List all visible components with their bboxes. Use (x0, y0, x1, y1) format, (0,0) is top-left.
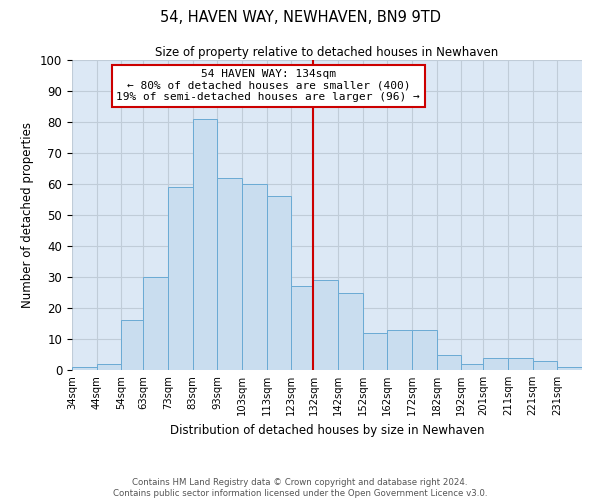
Bar (291, 286, 313, 370)
Bar (388, 330, 412, 370)
Y-axis label: Number of detached properties: Number of detached properties (22, 122, 34, 308)
Bar (266, 196, 291, 370)
Bar (97, 364, 121, 370)
Text: 54 HAVEN WAY: 134sqm
← 80% of detached houses are smaller (400)
19% of semi-deta: 54 HAVEN WAY: 134sqm ← 80% of detached h… (116, 70, 420, 102)
Bar (557, 367, 582, 370)
Bar (72, 367, 97, 370)
Title: Size of property relative to detached houses in Newhaven: Size of property relative to detached ho… (155, 46, 499, 59)
Bar (508, 358, 533, 370)
Bar (484, 358, 508, 370)
Bar (143, 277, 168, 370)
Bar (363, 333, 388, 370)
X-axis label: Distribution of detached houses by size in Newhaven: Distribution of detached houses by size … (170, 424, 484, 436)
Bar (338, 292, 363, 370)
Bar (242, 184, 266, 370)
Bar (121, 320, 143, 370)
Bar (193, 119, 217, 370)
Bar (461, 364, 484, 370)
Bar (437, 354, 461, 370)
Bar (412, 330, 437, 370)
Text: 54, HAVEN WAY, NEWHAVEN, BN9 9TD: 54, HAVEN WAY, NEWHAVEN, BN9 9TD (160, 10, 440, 25)
Bar (217, 178, 242, 370)
Bar (168, 187, 193, 370)
Text: Contains HM Land Registry data © Crown copyright and database right 2024.
Contai: Contains HM Land Registry data © Crown c… (113, 478, 487, 498)
Bar (533, 360, 557, 370)
Bar (313, 280, 338, 370)
